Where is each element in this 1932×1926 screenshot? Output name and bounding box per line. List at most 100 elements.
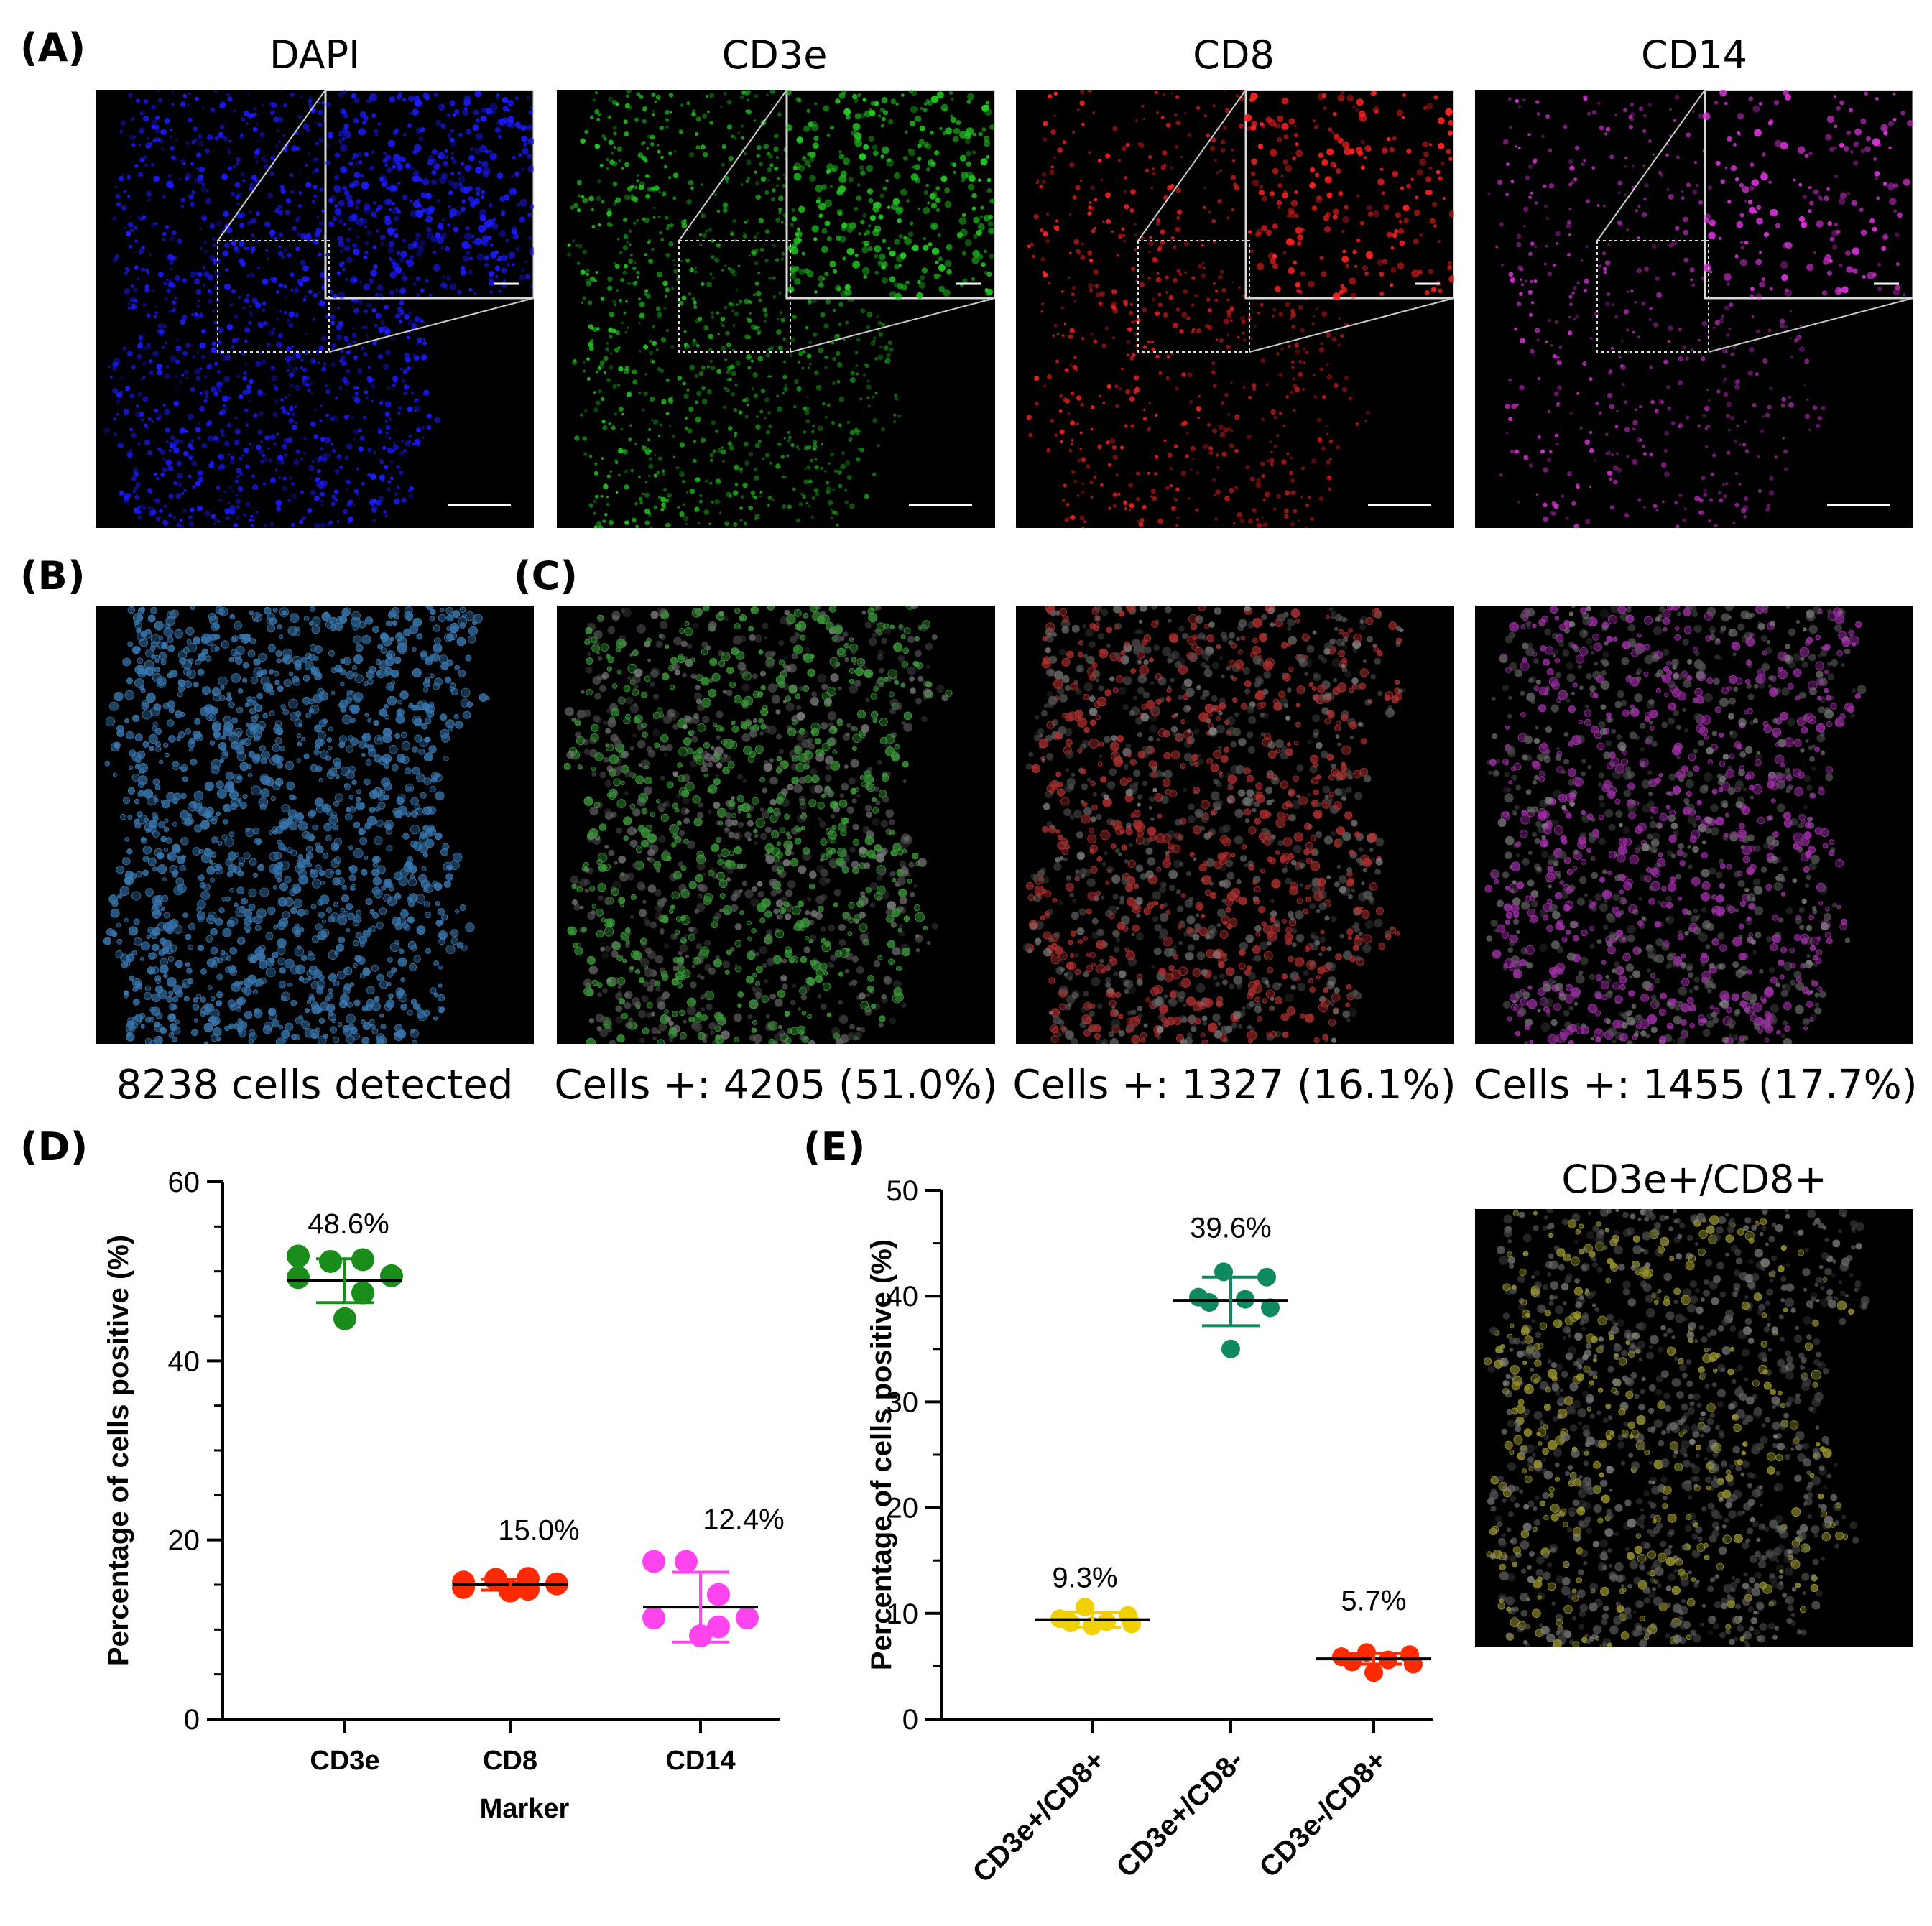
data-point (1236, 1290, 1254, 1309)
title-cd3e: CD3e (721, 32, 828, 78)
micrograph-cd8 (1016, 90, 1454, 528)
segmented-cells (1022, 606, 1406, 1044)
caption-cd3e: Cells +: 4205 (51.0%) (554, 1062, 998, 1108)
micrograph-cd3e (557, 90, 995, 528)
data-point (1122, 1614, 1141, 1634)
segmented-cells (1484, 1209, 1870, 1647)
data-point (452, 1575, 475, 1599)
data-label: 15.0% (498, 1515, 579, 1547)
micrograph-dapi (96, 90, 534, 528)
data-point (707, 1615, 730, 1639)
data-point (499, 1579, 522, 1603)
data-point (1097, 1612, 1116, 1631)
data-label: 48.6% (308, 1208, 389, 1240)
panel-label-b: (B) (20, 553, 85, 598)
micrograph-texture (103, 90, 534, 528)
data-point (1261, 1298, 1280, 1318)
segmentation-detected (96, 606, 534, 1044)
data-point (1076, 1597, 1094, 1616)
panel-label-d: (D) (20, 1124, 88, 1170)
data-point (1214, 1262, 1233, 1282)
cell-signals (1026, 90, 1381, 528)
data-point (484, 1568, 507, 1591)
overlay-cd3e-cd8 (1475, 1209, 1913, 1647)
data-point (707, 1583, 730, 1606)
zoom-inset (1596, 90, 1913, 353)
y-tick-label: 20 (168, 1525, 200, 1557)
zoom-inset (678, 90, 995, 353)
data-point (1061, 1614, 1080, 1633)
data-point (642, 1606, 665, 1630)
micrograph-texture (567, 90, 995, 528)
segmented-cells (1484, 606, 1867, 1044)
data-point (1343, 1652, 1362, 1672)
micrograph-texture (1484, 606, 1867, 1044)
data-point (452, 1570, 475, 1594)
x-axis-label: Marker (480, 1794, 570, 1824)
data-point (287, 1266, 310, 1290)
y-tick-label: 40 (168, 1346, 200, 1377)
data-point (1189, 1287, 1208, 1307)
caption-cd8: Cells +: 1327 (16.1%) (1012, 1062, 1456, 1108)
panel-label-a: (A) (20, 25, 86, 70)
x-tick-label: CD3e-/CD8+ (1254, 1744, 1393, 1884)
data-point (1364, 1663, 1383, 1682)
zoom-inset (1137, 90, 1454, 353)
data-point (351, 1281, 374, 1305)
y-tick-label: 20 (887, 1493, 919, 1524)
data-point (736, 1606, 759, 1630)
micrograph-texture (1484, 1209, 1870, 1647)
data-point (333, 1307, 356, 1330)
caption-cd14: Cells +: 1455 (17.7%) (1474, 1062, 1918, 1108)
x-tick-label: CD3e (310, 1746, 379, 1776)
data-point (1083, 1616, 1101, 1636)
y-axis-label: Percentage of cells positive (%) (866, 1239, 897, 1670)
data-point (319, 1249, 342, 1273)
data-label: 12.4% (703, 1504, 784, 1536)
data-point (351, 1248, 374, 1272)
micrograph-texture (1487, 90, 1913, 528)
panel-label-e: (E) (803, 1124, 866, 1170)
title-dapi: DAPI (269, 32, 361, 78)
title-cd14: CD14 (1641, 32, 1747, 78)
segmentation-cd3e (557, 606, 995, 1044)
data-point (1332, 1647, 1351, 1667)
data-point (675, 1550, 698, 1573)
data-point (1050, 1609, 1069, 1629)
data-label: 39.6% (1190, 1213, 1271, 1244)
y-axis-label: Percentage of cells positive (%) (103, 1235, 134, 1666)
micrograph-texture (1026, 90, 1454, 528)
data-point (380, 1264, 403, 1287)
micrograph-texture (103, 606, 490, 1044)
data-label: 5.7% (1341, 1585, 1406, 1617)
segmented-cells (103, 606, 490, 1044)
data-point (1257, 1267, 1276, 1287)
panel-label-c: (C) (514, 553, 578, 598)
y-tick-label: 10 (887, 1598, 919, 1630)
caption-detected: 8238 cells detected (116, 1062, 514, 1108)
y-tick-label: 40 (887, 1281, 919, 1312)
data-point (642, 1550, 665, 1573)
x-tick-label: CD3e+/CD8+ (966, 1744, 1111, 1889)
micrograph-texture (563, 606, 953, 1044)
micrograph-cd14 (1475, 90, 1913, 528)
data-point (1400, 1645, 1419, 1665)
segmented-cells (563, 606, 953, 1044)
x-tick-label: CD3e+/CD8- (1111, 1744, 1250, 1884)
data-point (689, 1624, 712, 1648)
micrograph-texture (1022, 606, 1406, 1044)
data-point (545, 1572, 568, 1596)
x-tick-label: CD8 (483, 1746, 537, 1776)
data-point (1119, 1606, 1137, 1625)
data-point (517, 1578, 540, 1601)
data-point (1221, 1339, 1240, 1358)
data-point (1357, 1643, 1376, 1662)
y-tick-label: 0 (902, 1704, 918, 1736)
title-cd8: CD8 (1193, 32, 1275, 78)
y-tick-label: 0 (184, 1704, 200, 1736)
segmentation-cd14 (1475, 606, 1913, 1044)
segmentation-cd8 (1016, 606, 1454, 1044)
x-tick-label: CD14 (665, 1746, 735, 1776)
data-point (1200, 1293, 1219, 1312)
zoom-inset (217, 90, 534, 353)
